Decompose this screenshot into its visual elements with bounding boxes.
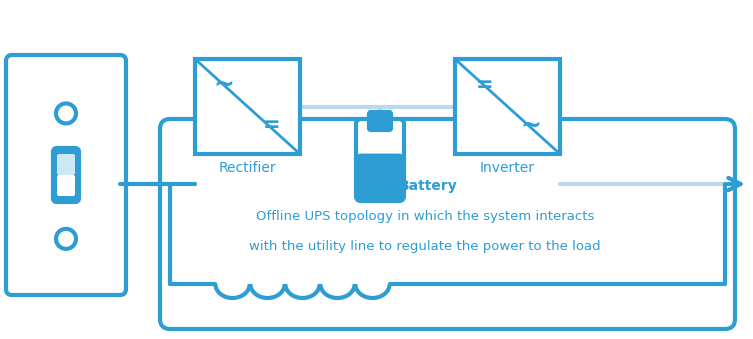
Text: Offline UPS topology in which the system interacts: Offline UPS topology in which the system… [256, 210, 594, 223]
Text: Battery: Battery [398, 179, 457, 193]
FancyBboxPatch shape [356, 119, 404, 201]
Text: =: = [476, 75, 493, 95]
Text: ~: ~ [520, 114, 541, 138]
FancyBboxPatch shape [369, 112, 391, 130]
FancyBboxPatch shape [455, 59, 560, 154]
FancyBboxPatch shape [195, 59, 300, 154]
Text: Rectifier: Rectifier [218, 161, 276, 175]
FancyBboxPatch shape [53, 148, 79, 202]
Text: with the utility line to regulate the power to the load: with the utility line to regulate the po… [249, 240, 601, 253]
Text: =: = [263, 116, 280, 136]
FancyBboxPatch shape [6, 55, 126, 295]
Text: Inverter: Inverter [480, 161, 535, 175]
FancyBboxPatch shape [160, 119, 735, 329]
FancyBboxPatch shape [356, 154, 404, 201]
FancyBboxPatch shape [57, 154, 75, 175]
FancyBboxPatch shape [57, 175, 75, 196]
Text: ~: ~ [213, 73, 233, 97]
